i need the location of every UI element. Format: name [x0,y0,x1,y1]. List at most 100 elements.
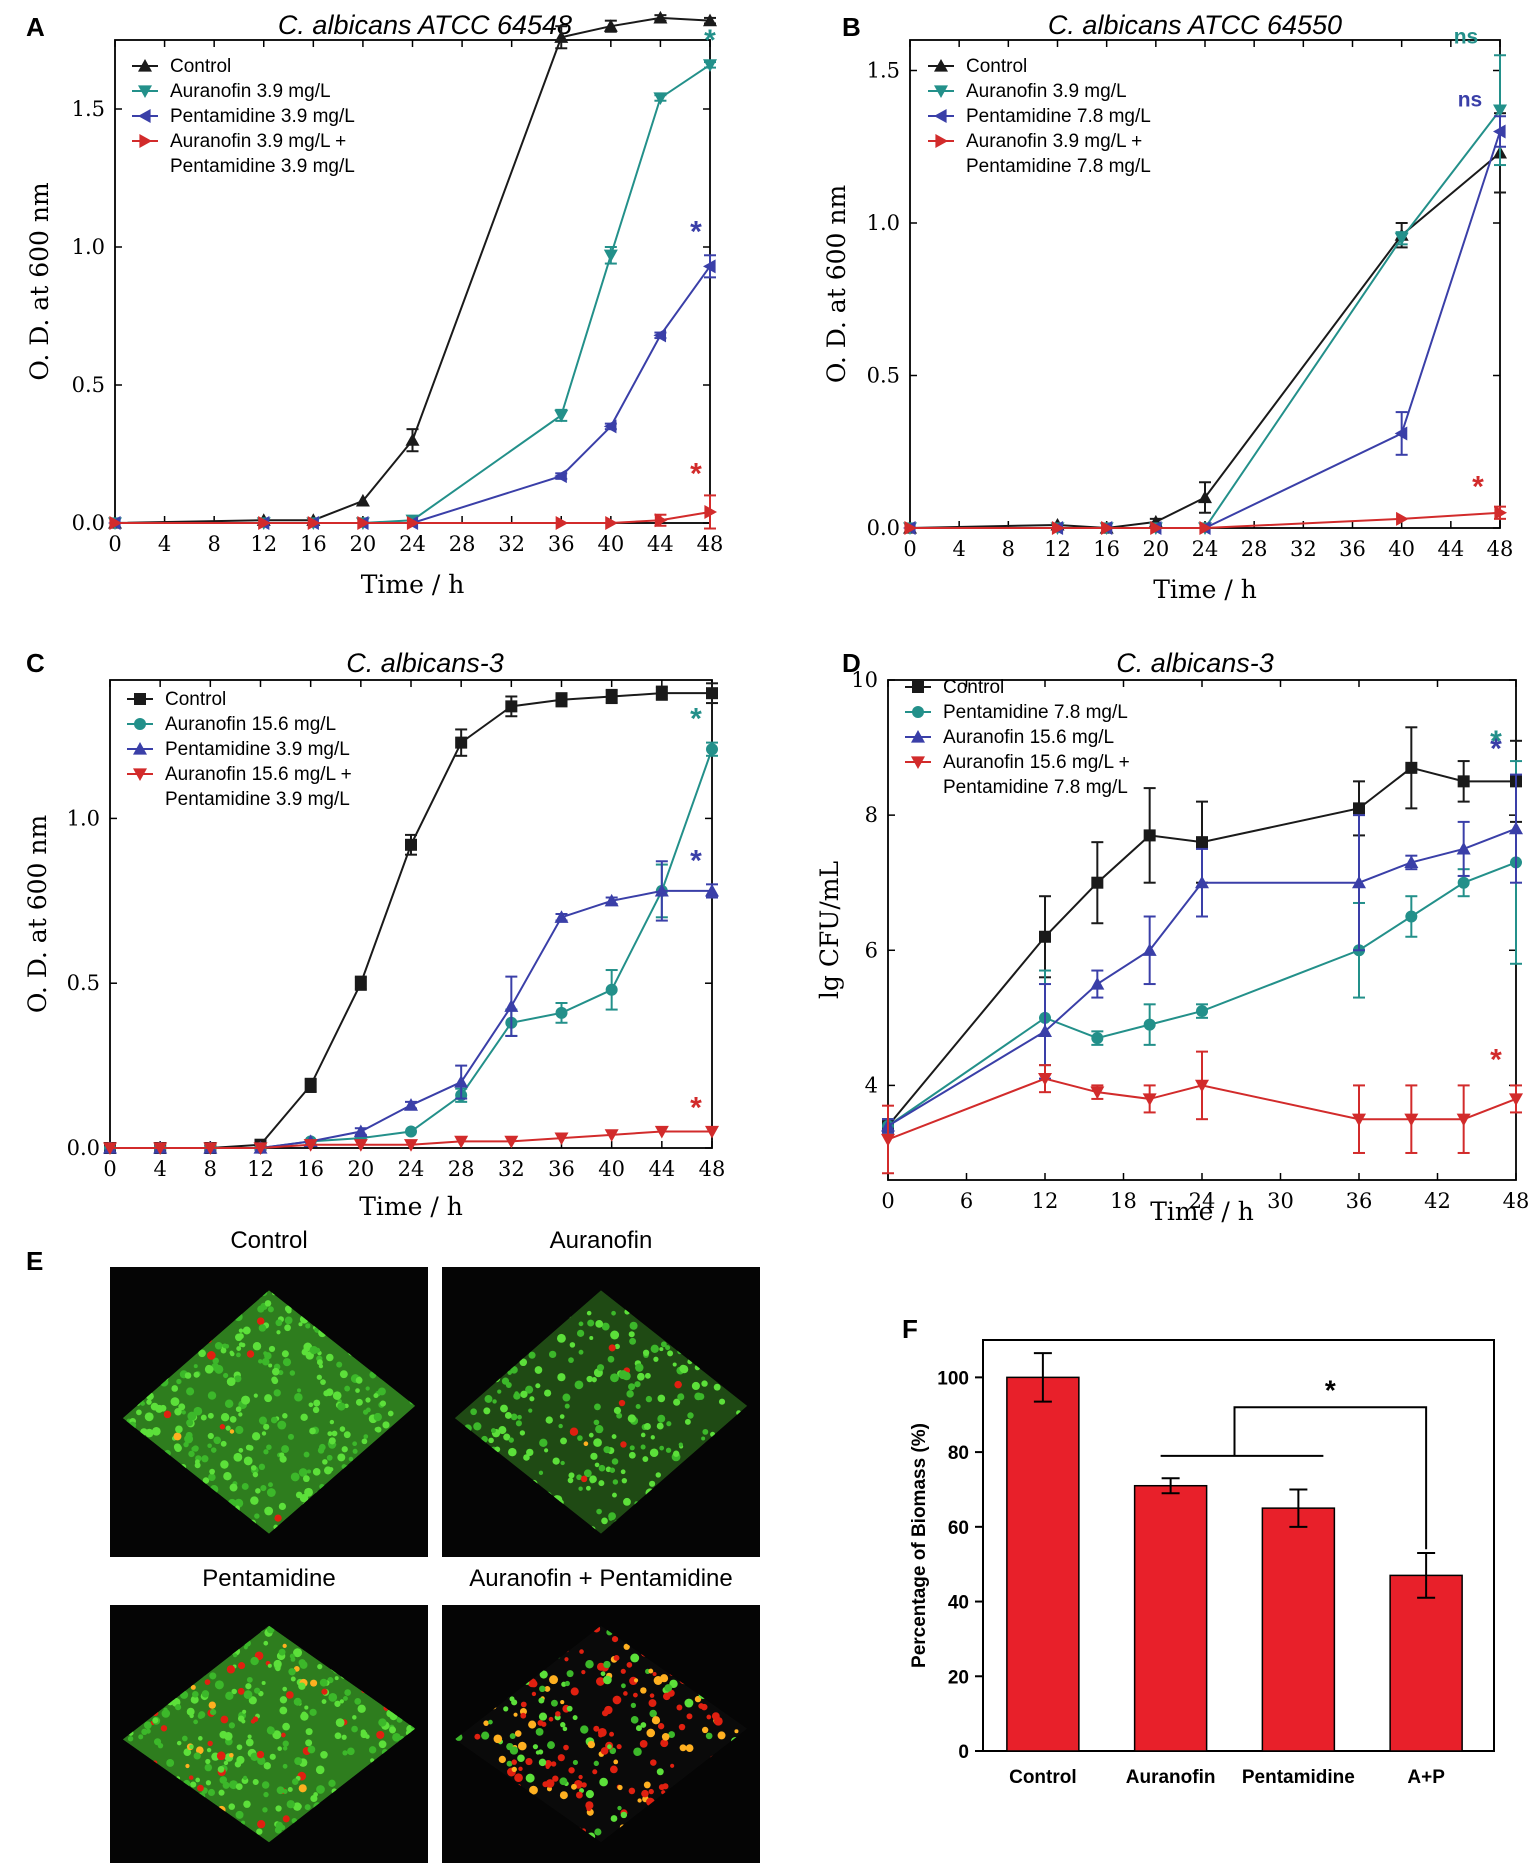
data-point [1509,821,1523,835]
significance-marker: * [1472,471,1484,504]
x-tick-label: 30 [1267,1189,1294,1213]
cell-dot [481,1731,490,1740]
cell-dot [670,1763,675,1768]
y-tick-label: 1.0 [867,211,900,235]
data-point [1457,775,1470,788]
legend-marker [912,681,924,693]
cell-dot [648,1668,654,1674]
cell-dot [548,1716,554,1722]
data-point [705,883,719,897]
cell-dot [621,1477,628,1484]
cell-dot [220,1413,230,1422]
cell-dot [298,1322,303,1327]
cell-dot [673,1398,681,1406]
cell-dot [303,1451,310,1458]
data-point [1396,511,1409,526]
y-tick-label: 0.5 [72,373,105,397]
cell-dot [593,1725,600,1732]
cell-dot [580,1725,589,1734]
cell-dot [263,1423,270,1430]
x-tick-label: 20 [1142,537,1169,561]
x-tick-label: 32 [498,1157,525,1181]
data-point [1509,1093,1523,1106]
cell-dot [552,1457,560,1465]
cell-dot [223,1372,229,1379]
cell-dot [341,1446,348,1453]
legend-marker [934,59,948,72]
cell-dot [571,1783,577,1790]
cell-dot [507,1370,512,1375]
data-point [1091,1032,1104,1045]
x-tick-label: 0 [103,1157,116,1181]
cell-dot [657,1414,666,1423]
cell-dot [256,1317,265,1325]
data-point [706,687,718,700]
cell-dot [274,1514,282,1522]
cell-dot [236,1744,243,1750]
data-point [505,700,518,713]
significance-marker: * [1490,733,1502,766]
legend-entry-1: Control [905,677,1004,698]
data-point [653,92,668,105]
cell-dot [225,1425,231,1431]
legend-marker [934,109,947,123]
cell-dot [166,1759,175,1767]
cell-dot [603,1675,612,1685]
cell-dot [207,1443,212,1449]
cell-dot [613,1759,619,1765]
legend-marker [139,134,152,148]
legend-label: Control [165,689,226,710]
cell-dot [633,1692,638,1698]
cell-dot [206,1747,212,1753]
cell-dot [238,1448,244,1453]
cell-dot [614,1343,620,1350]
x-tick-label: 24 [1189,1189,1216,1213]
cell-dot [620,1441,627,1448]
cell-dot [262,1807,268,1813]
x-tick-label: 8 [1002,537,1015,561]
panel-letter-d: D [842,648,861,678]
cell-dot [282,1815,290,1823]
data-point [603,19,618,32]
cell-dot [583,1469,592,1478]
cell-dot [713,1383,721,1391]
cell-dot [649,1693,655,1698]
x-tick-label: 48 [699,1157,726,1181]
cell-dot [549,1675,559,1685]
cell-dot [344,1689,352,1696]
cell-dot [252,1342,262,1351]
cell-dot [256,1828,263,1835]
cell-dot [352,1441,358,1447]
cell-dot [278,1648,286,1656]
cell-dot [373,1412,382,1422]
cell-dot [525,1385,534,1394]
cell-dot [321,1688,328,1695]
legend-marker [138,109,151,123]
cell-dot [623,1497,631,1506]
y-tick-label: 40 [948,1593,969,1614]
series-2 [903,54,1507,535]
cell-dot [219,1730,228,1739]
cell-dot [294,1393,303,1402]
x-tick-label: 44 [648,1157,675,1181]
cell-dot [529,1785,538,1795]
cell-dot [280,1825,286,1831]
cell-dot [660,1341,667,1348]
cell-dot [655,1472,661,1478]
cell-dot [287,1787,293,1793]
cell-dot [373,1393,379,1399]
cell-dot [545,1764,550,1770]
cell-dot [552,1775,559,1782]
cell-dot [252,1778,259,1786]
data-point [1150,521,1163,535]
cell-dot [242,1326,251,1335]
cell-dot [596,1508,602,1515]
cell-dot [539,1670,548,1679]
cell-dot [127,1736,134,1742]
cell-dot [328,1692,338,1702]
cell-dot [611,1458,619,1465]
cell-dot [672,1450,680,1457]
cell-dot [668,1731,676,1738]
cell-dot [585,1801,594,1810]
cell-dot [317,1447,325,1454]
